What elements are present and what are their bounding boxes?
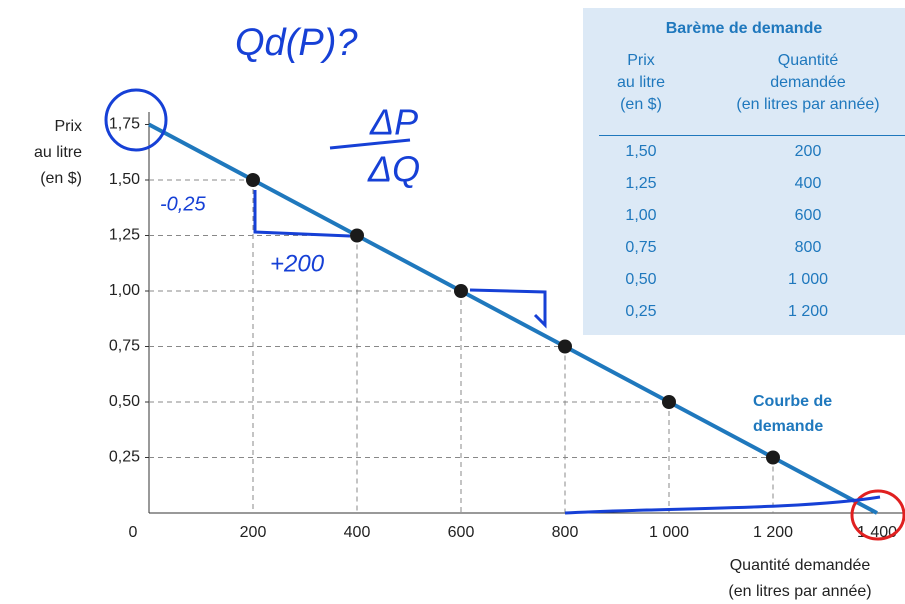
x-tick-label: 800 xyxy=(552,524,579,541)
table-cell: 200 xyxy=(794,143,822,160)
table-cell: 1,50 xyxy=(625,143,657,160)
data-point xyxy=(558,339,572,354)
x-tick-label: 1 000 xyxy=(649,524,689,541)
table-cell: 800 xyxy=(794,239,822,256)
y-axis-label: au litre xyxy=(34,144,82,161)
table-header: Quantité demandée (en litres par année) xyxy=(713,50,903,116)
curve-label: demande xyxy=(753,418,823,435)
handwritten-note: Qd(P)? xyxy=(235,22,358,64)
table-cell: 0,50 xyxy=(625,271,657,288)
y-tick-label: 0,50 xyxy=(109,393,140,410)
handwritten-note: ΔQ xyxy=(367,149,420,190)
x-tick-label: 200 xyxy=(240,524,267,541)
table-title: Barème de demande xyxy=(665,20,823,37)
data-point xyxy=(766,450,780,465)
demand-table: Barème de demande Prix au litre (en $) Quan… xyxy=(583,8,905,335)
table-cell: 0,75 xyxy=(625,239,657,256)
header-line: (en $) xyxy=(620,96,662,113)
header-line: au litre xyxy=(616,74,666,91)
y-tick-label: 1,75 xyxy=(109,116,140,133)
data-point xyxy=(454,284,468,298)
header-line: (en litres par année) xyxy=(736,96,880,113)
data-point xyxy=(350,228,364,243)
table-cell: 0,25 xyxy=(625,303,657,320)
table-header: Prix au litre (en $) xyxy=(601,50,681,116)
handwritten-note: +200 xyxy=(270,250,325,277)
hand-circle xyxy=(104,88,168,152)
data-point xyxy=(246,173,260,187)
y-tick-label: 1,50 xyxy=(109,171,140,188)
table-cell: 1 000 xyxy=(787,271,829,288)
handwritten-note: ΔP xyxy=(369,102,418,143)
y-tick-label: 1,25 xyxy=(109,227,140,244)
hand-stroke xyxy=(564,495,881,515)
curve-label: Courbe de xyxy=(753,393,832,410)
handwritten-note: -0,25 xyxy=(160,193,206,215)
demand-line xyxy=(148,122,878,515)
data-point xyxy=(662,395,676,409)
x-tick-label: 600 xyxy=(448,524,475,541)
y-axis-label: (en $) xyxy=(40,170,82,187)
table-cell: 1,25 xyxy=(625,175,657,192)
fraction-bar xyxy=(329,138,411,150)
x-tick-label: 1 200 xyxy=(753,524,793,541)
hand-stroke xyxy=(469,288,547,329)
x-tick-label: 400 xyxy=(344,524,371,541)
y-tick-label: 0,25 xyxy=(109,449,140,466)
header-line: demandée xyxy=(770,74,846,91)
y-axis-label: Prix xyxy=(54,118,82,135)
table-cell: 400 xyxy=(794,175,822,192)
header-line: Prix xyxy=(627,52,655,69)
header-line: Quantité xyxy=(777,52,839,69)
x-tick-label: 0 xyxy=(129,524,138,541)
hand-circle xyxy=(850,489,905,541)
table-rule xyxy=(599,135,905,136)
x-axis-label: (en litres par année) xyxy=(728,583,871,600)
hand-stroke xyxy=(253,190,351,238)
table-cell: 1 200 xyxy=(787,303,829,320)
x-axis-label: Quantité demandée xyxy=(730,557,871,574)
table-cell: 600 xyxy=(794,207,822,224)
table-cell: 1,00 xyxy=(625,207,657,224)
y-tick-label: 1,00 xyxy=(109,282,140,299)
y-tick-label: 0,75 xyxy=(109,338,140,355)
